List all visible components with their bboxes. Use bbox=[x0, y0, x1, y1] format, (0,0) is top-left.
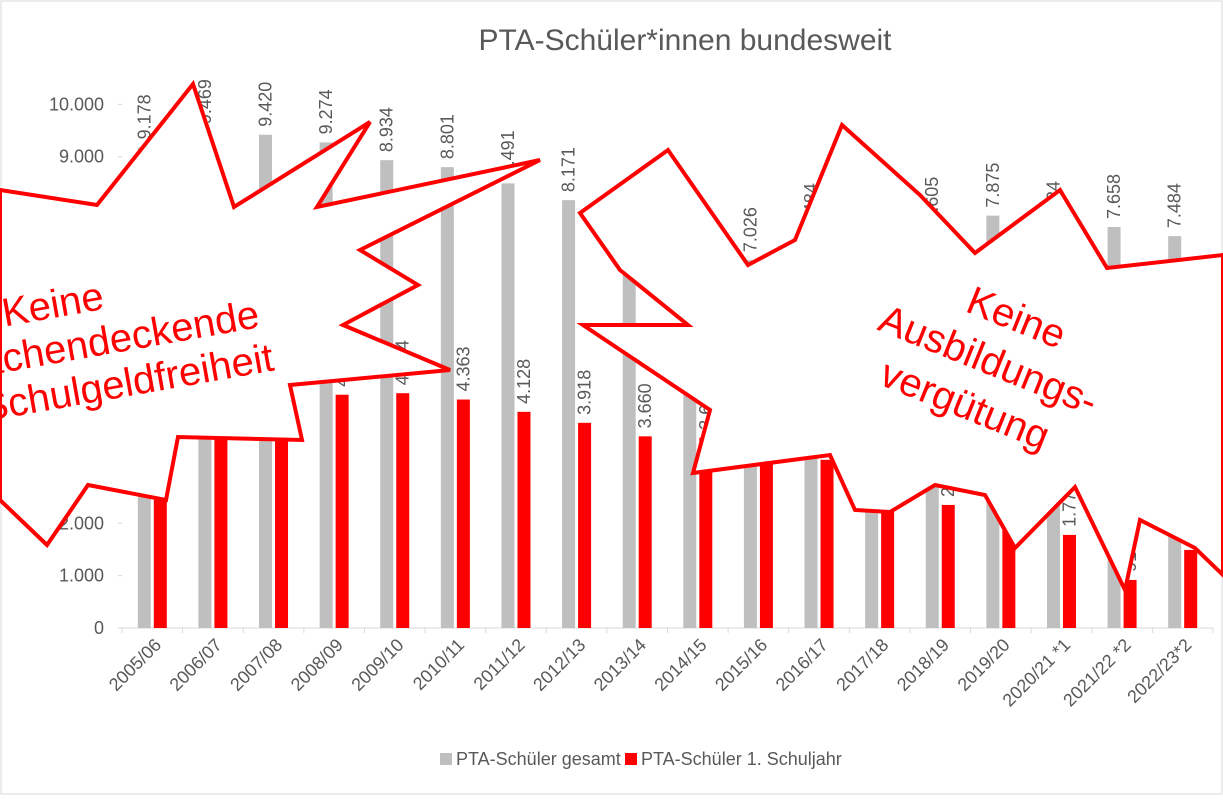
value-label: 7.484 bbox=[1165, 183, 1185, 228]
bar bbox=[623, 238, 636, 628]
legend-label: PTA-Schüler 1. Schuljahr bbox=[641, 749, 842, 769]
y-tick-label: 9.000 bbox=[59, 147, 104, 167]
value-label: 8.934 bbox=[377, 107, 397, 152]
bar bbox=[441, 167, 454, 628]
y-tick-label: 1.000 bbox=[59, 566, 104, 586]
bar bbox=[396, 393, 409, 628]
bar bbox=[760, 463, 773, 628]
legend-swatch bbox=[440, 753, 452, 765]
bar bbox=[214, 439, 227, 628]
bar bbox=[639, 436, 652, 628]
bar bbox=[457, 400, 470, 628]
page: {"chart_data": {"type": "bar", "title": … bbox=[0, 0, 1223, 800]
bar bbox=[501, 183, 514, 628]
bar bbox=[578, 423, 591, 628]
bar bbox=[821, 460, 834, 628]
chart: PTA-Schüler*innen bundesweit 01.0002.000… bbox=[0, 0, 1223, 795]
value-label: 8.801 bbox=[437, 114, 457, 159]
legend-label: PTA-Schüler gesamt bbox=[456, 749, 621, 769]
value-label: 8.171 bbox=[559, 147, 579, 192]
value-label: 7.658 bbox=[1104, 174, 1124, 219]
value-label: 7.875 bbox=[983, 163, 1003, 208]
bar bbox=[336, 395, 349, 628]
y-tick-label: 0 bbox=[94, 618, 104, 638]
chart-title: PTA-Schüler*innen bundesweit bbox=[478, 24, 892, 57]
bar bbox=[942, 505, 955, 628]
value-label: 9.178 bbox=[134, 94, 154, 139]
bar bbox=[275, 439, 288, 628]
bar bbox=[881, 500, 894, 628]
bar bbox=[1063, 535, 1076, 628]
value-label: 9.420 bbox=[256, 82, 276, 127]
legend: PTA-Schüler gesamt PTA-Schüler 1. Schulja… bbox=[440, 749, 842, 769]
bar bbox=[562, 200, 575, 628]
y-tick-label: 10.000 bbox=[49, 94, 104, 114]
legend-swatch bbox=[625, 753, 637, 765]
bar bbox=[517, 412, 530, 628]
value-label: 7.026 bbox=[740, 207, 760, 252]
bar bbox=[1184, 550, 1197, 628]
bar bbox=[154, 500, 167, 628]
value-label: 9.274 bbox=[316, 89, 336, 134]
value-label: 3.660 bbox=[635, 383, 655, 428]
value-label: 4.128 bbox=[514, 359, 534, 404]
value-label: 3.918 bbox=[575, 370, 595, 415]
value-label: 4.363 bbox=[453, 346, 473, 391]
